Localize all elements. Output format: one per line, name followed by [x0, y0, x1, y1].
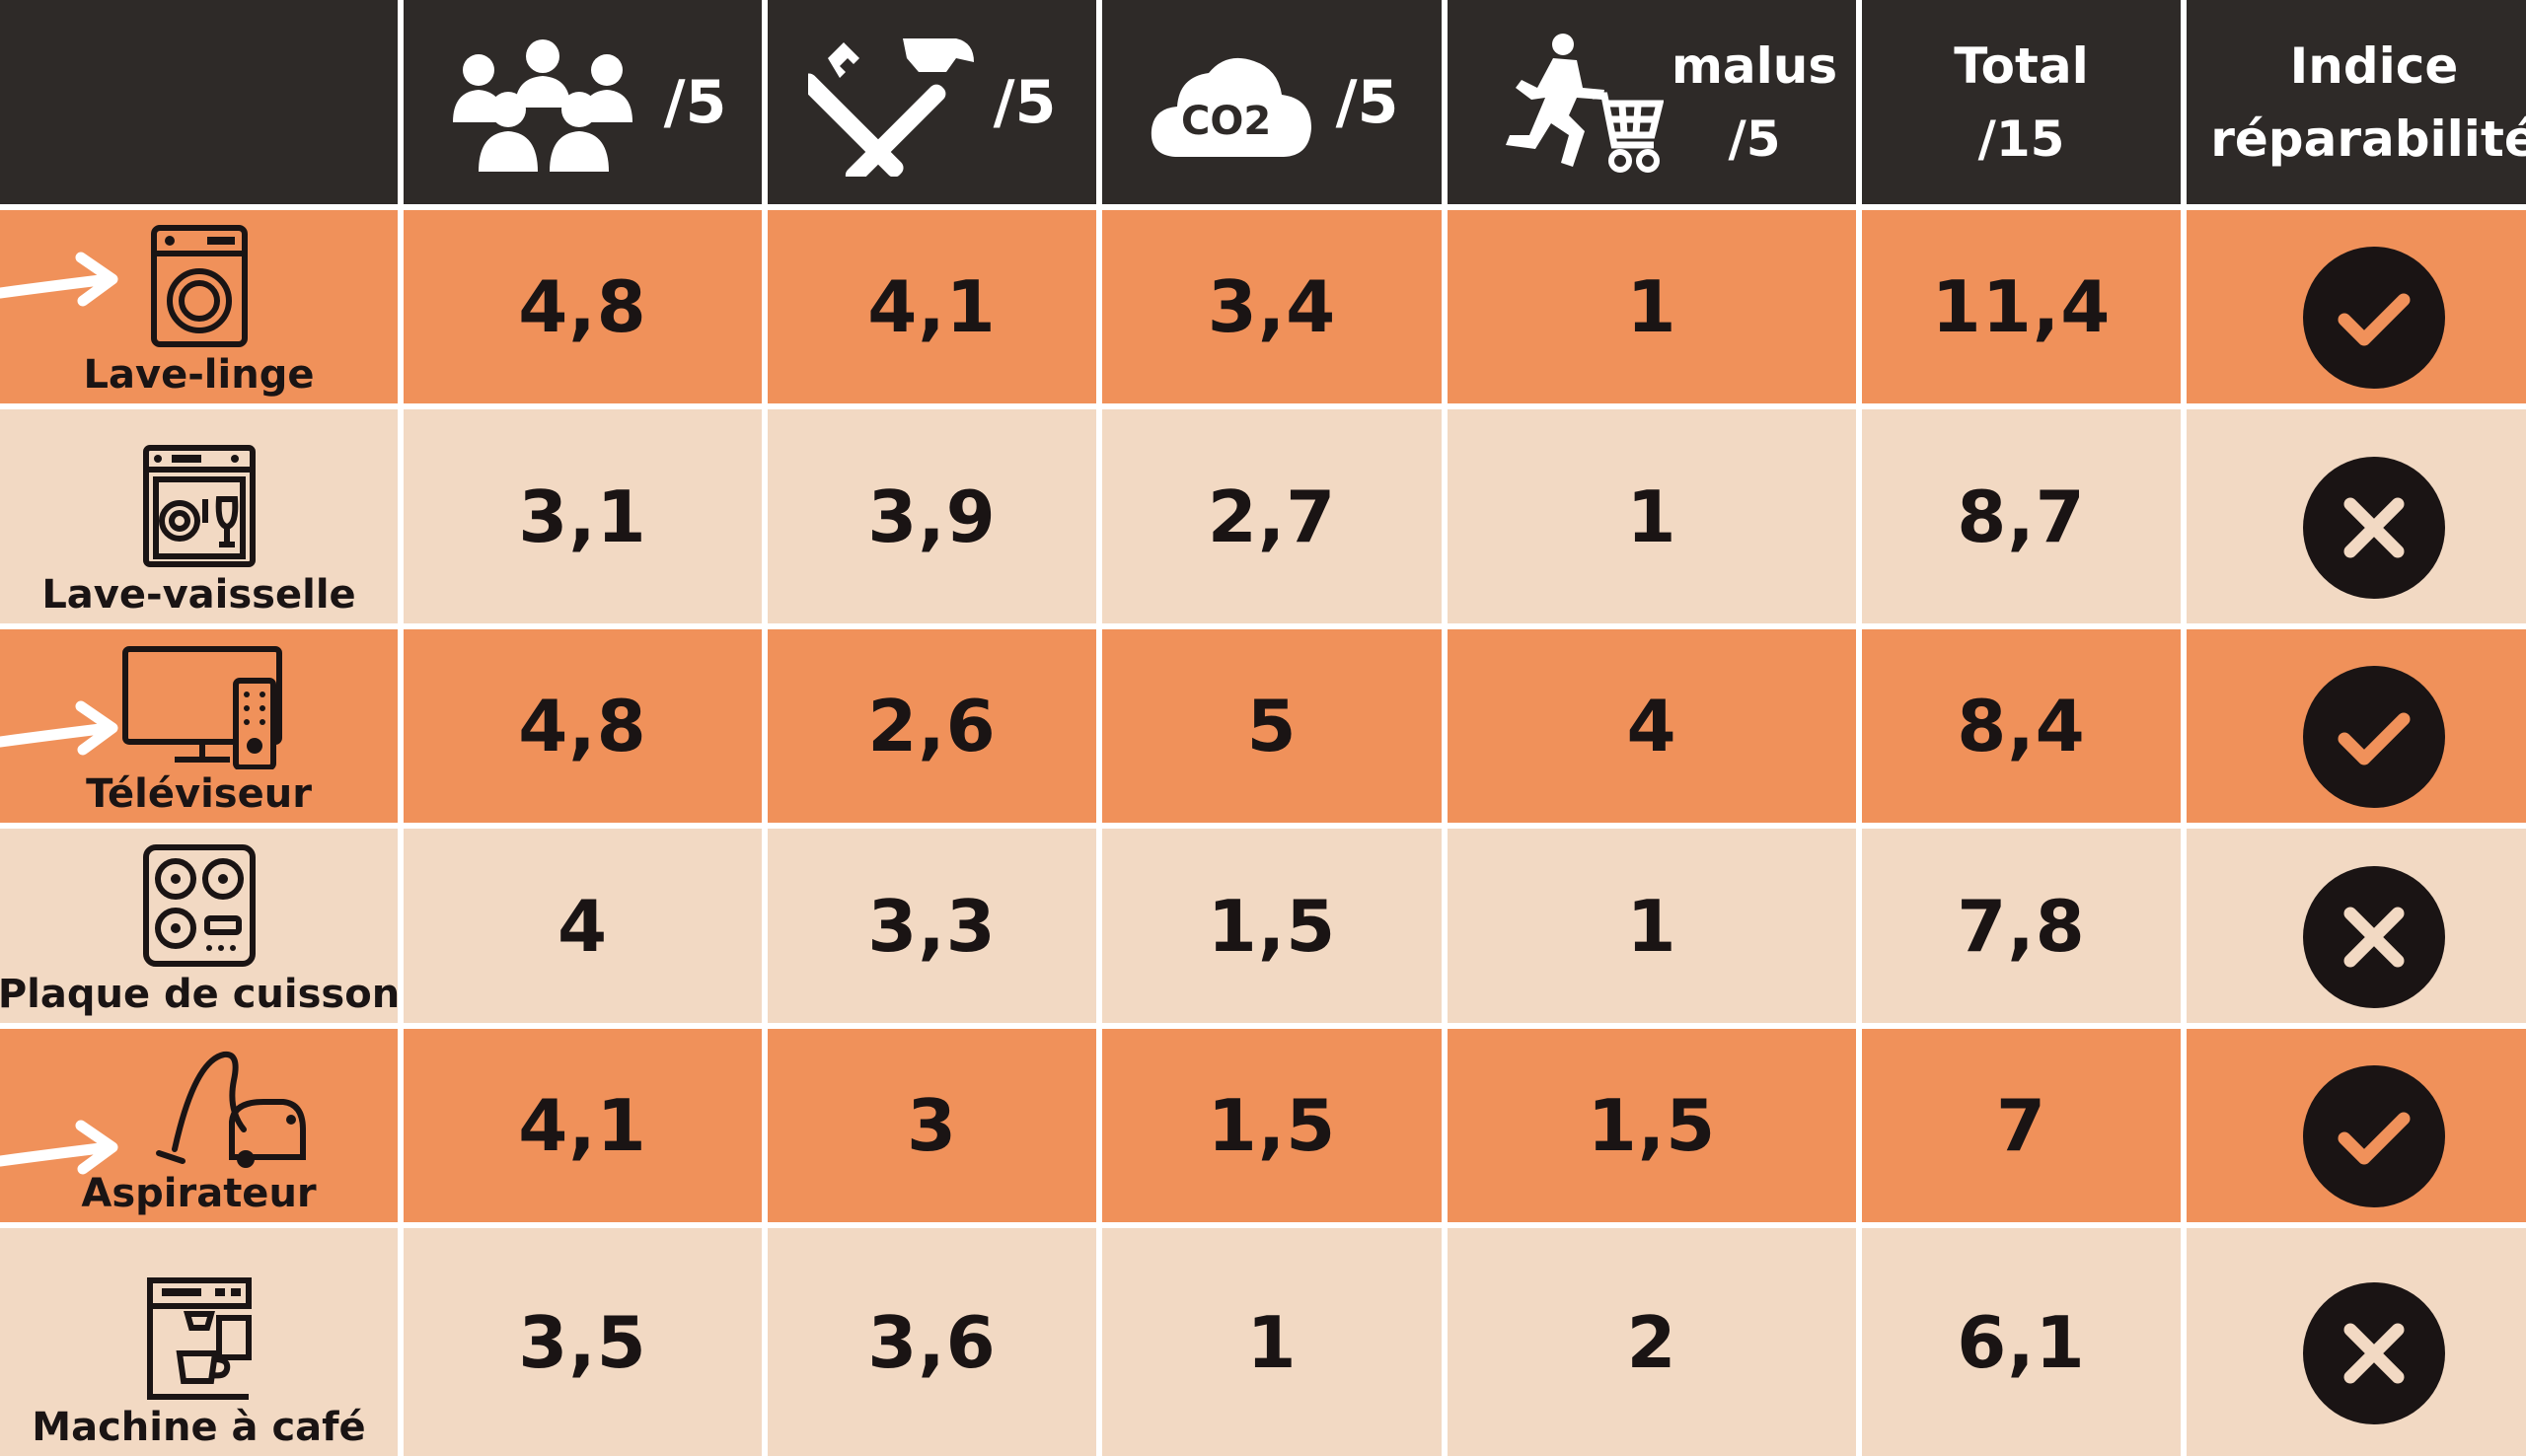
score-co2: 1	[1102, 1228, 1442, 1456]
score-population: 3,5	[404, 1228, 762, 1456]
appliance-cell: Plaque de cuisson	[0, 829, 401, 1023]
status-cell	[2187, 1029, 2526, 1222]
header-index: Indice réparabilité	[2187, 0, 2526, 204]
score-co2: 2,7	[1102, 409, 1442, 623]
tools-denominator: /5	[993, 67, 1057, 137]
score-co2: 1,5	[1102, 829, 1442, 1023]
header-co2: CO2 /5	[1102, 0, 1442, 204]
score-tools: 4,1	[768, 210, 1096, 403]
index-label-line1: Indice	[2289, 36, 2459, 95]
population-denominator: /5	[663, 67, 727, 137]
score-total: 7	[1862, 1029, 2181, 1222]
appliance-label: Plaque de cuisson	[0, 972, 401, 1017]
appliance-label: Téléviseur	[86, 771, 312, 817]
arrow-icon	[0, 1120, 118, 1175]
appliance-cell: Aspirateur	[0, 1029, 398, 1222]
score-population: 3,1	[404, 409, 762, 623]
co2-denominator: /5	[1335, 67, 1399, 137]
appliance-cell: Machine à café	[0, 1228, 398, 1456]
score-malus: 1,5	[1448, 1029, 1856, 1222]
score-tools: 3,3	[768, 829, 1096, 1023]
header-malus: malus /5	[1448, 0, 1856, 204]
score-malus: 1	[1448, 409, 1856, 623]
arrow-icon	[0, 700, 118, 756]
score-total: 7,8	[1862, 829, 2181, 1023]
score-malus: 4	[1448, 629, 1856, 823]
score-tools: 3	[768, 1029, 1096, 1222]
score-co2: 5	[1102, 629, 1442, 823]
shopping-cart-runner-icon	[1505, 33, 1664, 173]
coffee-machine-icon	[146, 1277, 252, 1400]
score-population: 4,1	[404, 1029, 762, 1222]
cross-icon	[2303, 456, 2445, 599]
score-total: 11,4	[1862, 210, 2181, 403]
score-population: 4,8	[404, 629, 762, 823]
appliance-cell: Téléviseur	[0, 629, 398, 823]
header-tools: /5	[768, 0, 1096, 204]
check-icon	[2303, 247, 2445, 389]
status-cell	[2187, 629, 2526, 823]
header-total: Total /15	[1862, 0, 2181, 204]
score-malus: 1	[1448, 210, 1856, 403]
appliance-cell: Lave-linge	[0, 210, 398, 403]
score-malus: 1	[1448, 829, 1856, 1023]
appliance-label: Lave-vaisselle	[41, 572, 356, 618]
score-population: 4,8	[404, 210, 762, 403]
cooktop-icon	[142, 844, 256, 967]
score-tools: 3,9	[768, 409, 1096, 623]
cross-icon	[2303, 1281, 2445, 1424]
wrench-hammer-icon	[807, 37, 974, 177]
status-cell	[2187, 409, 2526, 623]
score-tools: 3,6	[768, 1228, 1096, 1456]
cross-icon	[2303, 865, 2445, 1008]
total-label: Total	[1954, 36, 2089, 95]
appliance-cell: Lave-vaisselle	[0, 409, 398, 623]
status-cell	[2187, 210, 2526, 403]
score-total: 8,7	[1862, 409, 2181, 623]
people-group-icon	[452, 38, 632, 172]
appliance-label: Lave-linge	[83, 352, 315, 398]
malus-denominator: /5	[1728, 109, 1781, 168]
arrow-icon	[0, 252, 118, 307]
check-icon	[2303, 666, 2445, 808]
appliance-label: Aspirateur	[81, 1171, 317, 1216]
appliance-label: Machine à café	[32, 1405, 366, 1450]
score-co2: 1,5	[1102, 1029, 1442, 1222]
score-total: 8,4	[1862, 629, 2181, 823]
washing-machine-icon	[150, 225, 248, 347]
dishwasher-icon	[142, 445, 256, 567]
header-empty-cell	[0, 0, 398, 204]
total-denominator: /15	[1977, 109, 2065, 168]
co2-text: CO2	[1181, 99, 1271, 144]
co2-cloud-icon: CO2	[1151, 57, 1311, 157]
check-icon	[2303, 1065, 2445, 1207]
header-population: /5	[404, 0, 762, 204]
television-icon	[121, 646, 282, 769]
score-tools: 2,6	[768, 629, 1096, 823]
score-malus: 2	[1448, 1228, 1856, 1456]
vacuum-cleaner-icon	[155, 1051, 306, 1168]
score-population: 4	[404, 829, 762, 1023]
malus-label: malus	[1671, 36, 1838, 95]
score-co2: 3,4	[1102, 210, 1442, 403]
index-label-line2: réparabilité	[2210, 109, 2526, 168]
status-cell	[2187, 829, 2526, 1023]
status-cell	[2187, 1228, 2526, 1456]
score-total: 6,1	[1862, 1228, 2181, 1456]
